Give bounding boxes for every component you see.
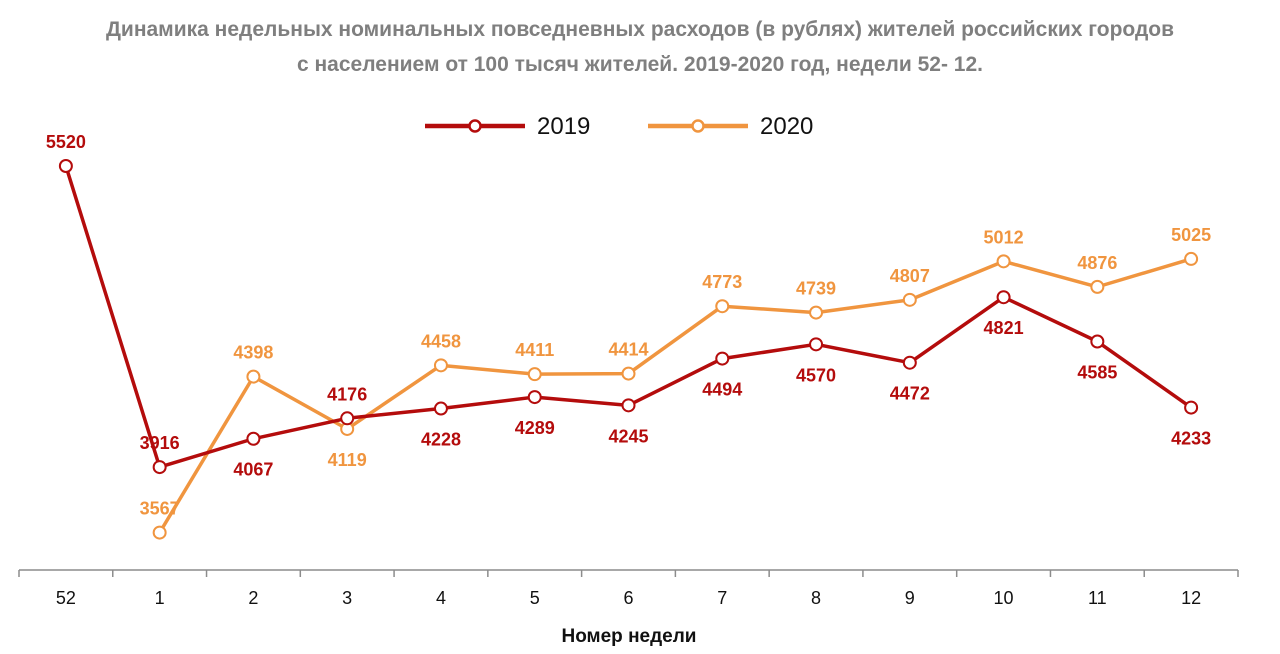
data-point-2020: [1184, 251, 1199, 266]
data-point-2019: [340, 411, 355, 426]
legend-marker-2019: [468, 119, 482, 133]
x-tick-label: 6: [623, 588, 633, 608]
data-point-2020: [715, 299, 730, 314]
data-point-2019: [1184, 400, 1199, 415]
x-tick-label: 8: [811, 588, 821, 608]
data-label-layer: 5520 3916 4067 4176 4228 4289 4245 4494 4570 4472…: [46, 132, 1211, 519]
data-label-2020: 4119: [328, 450, 367, 470]
data-label-2019: 4228: [421, 430, 461, 450]
x-axis-label: Номер недели: [561, 626, 696, 647]
x-tick-label: 52: [56, 588, 76, 608]
data-point-2020: [996, 254, 1011, 269]
data-label-2019: 4570: [796, 365, 836, 385]
x-tick-label: 3: [342, 588, 352, 608]
data-label-2020: 4773: [702, 272, 742, 292]
data-point-2020: [621, 366, 636, 381]
data-point-2019: [621, 398, 636, 413]
data-label-2020: 4398: [233, 343, 273, 363]
data-label-2020: 4807: [890, 266, 930, 286]
data-label-2020: 4739: [796, 279, 836, 299]
data-point-2019: [809, 337, 824, 352]
data-label-2019: 4067: [233, 460, 273, 480]
data-label-2019: 4494: [702, 380, 742, 400]
x-tick-label: 10: [994, 588, 1014, 608]
series-line-2020: [158, 257, 1192, 534]
data-point-2019: [715, 351, 730, 366]
data-label-2020: 4411: [515, 340, 554, 360]
x-tick-label: 2: [248, 588, 258, 608]
series-line-2019: [64, 165, 1193, 469]
data-label-2019: 4176: [327, 384, 367, 404]
data-point-2020: [902, 292, 917, 307]
data-label-2020: 4458: [421, 331, 461, 351]
x-tick-label: 12: [1181, 588, 1201, 608]
x-tick-label: 7: [717, 588, 727, 608]
x-tick-label: 4: [436, 588, 446, 608]
data-label-2020: 5025: [1171, 225, 1211, 245]
data-point-2020: [246, 369, 261, 384]
data-point-2019: [996, 290, 1011, 305]
data-label-2019: 4585: [1077, 363, 1117, 383]
data-point-2020: [809, 305, 824, 320]
data-point-2019: [246, 431, 261, 446]
data-point-2020: [433, 358, 448, 373]
data-point-2019: [152, 460, 167, 475]
data-point-2019: [902, 355, 917, 370]
data-label-2019: 4472: [890, 384, 930, 404]
legend-label-2019: 2019: [537, 113, 590, 140]
data-point-2019: [1090, 334, 1105, 349]
data-point-2019: [58, 159, 73, 173]
series-layer: [58, 159, 1199, 540]
data-label-2020: 3567: [140, 499, 180, 519]
x-tick-label: 9: [905, 588, 915, 608]
x-tick-label: 11: [1088, 588, 1107, 608]
data-label-2019: 5520: [46, 132, 86, 152]
legend: 2019 2020: [425, 113, 813, 140]
data-label-2019: 3916: [140, 433, 180, 453]
data-label-2019: 4233: [1171, 429, 1211, 449]
chart-title-line-1: Динамика недельных номинальных повседнев…: [105, 18, 1175, 41]
data-point-2019: [433, 401, 448, 416]
data-label-2019: 4289: [515, 418, 555, 438]
x-tick-label: 1: [155, 588, 165, 608]
legend-marker-2020: [691, 119, 705, 133]
x-tick-label: 5: [530, 588, 540, 608]
data-point-2020: [1090, 279, 1105, 294]
chart-title-line-2: с населением от 100 тысяч жителей. 2019-…: [296, 53, 984, 76]
data-label-2020: 4414: [608, 340, 648, 360]
data-point-2020: [152, 525, 167, 540]
data-label-2019: 4245: [608, 426, 648, 446]
data-point-2020: [527, 367, 542, 382]
data-label-2020: 4876: [1077, 253, 1117, 273]
data-label-2020: 5012: [984, 227, 1024, 247]
data-label-2019: 4821: [984, 318, 1024, 338]
data-point-2019: [527, 390, 542, 405]
x-axis: 52 1 2 3 4 5 6 7 8 9 10 11 12: [18, 569, 1239, 608]
chart-title: Динамика недельных номинальных повседнев…: [0, 12, 1280, 82]
legend-label-2020: 2020: [760, 113, 813, 140]
